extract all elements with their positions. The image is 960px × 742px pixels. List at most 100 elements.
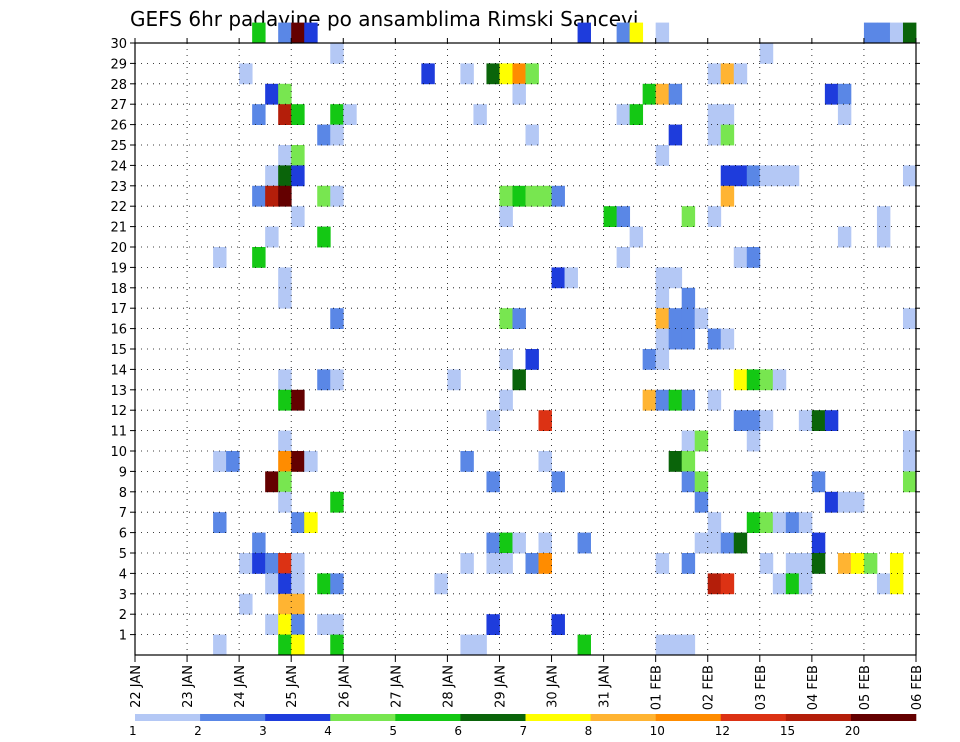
y-tick-label: 9 [119,465,127,480]
heatmap-cell [499,63,513,85]
y-tick-label: 2 [119,608,127,623]
heatmap-cell [252,104,266,125]
y-tick-label: 8 [119,486,127,501]
heatmap-cell [213,247,227,268]
heatmap-cell [278,634,292,656]
heatmap-cell [304,22,318,44]
x-tick-label: 01 FEB [650,665,665,710]
heatmap-cell [824,491,839,513]
heatmap-cell [577,634,591,656]
legend-label: 3 [259,724,267,738]
heatmap-cell [902,471,917,493]
heatmap-cell [655,634,670,656]
heatmap-cell [655,145,670,166]
heatmap-cell [291,553,305,574]
heatmap-cell [759,512,774,533]
heatmap-cell [733,165,748,187]
y-tick-label: 24 [110,159,127,174]
legend-label: 15 [780,724,795,738]
y-axis: 1234567891011121314151617181920212223242… [110,37,920,644]
heatmap-cell [486,410,500,431]
heatmap-cell [330,614,344,635]
heatmap-cell [746,247,761,268]
y-tick-label: 30 [110,37,127,52]
heatmap-cell [616,22,631,44]
heatmap-cell [811,471,826,493]
y-tick-label: 23 [110,180,127,195]
heatmap-cell [525,124,539,146]
heatmap-cell [486,553,500,574]
heatmap-cell [564,267,578,289]
legend-label: 5 [389,724,397,738]
heatmap-cell [837,226,852,248]
heatmap-cell [265,185,279,207]
heatmap-cell [863,553,878,574]
heatmap-cell [278,573,292,595]
x-tick-label: 03 FEB [754,665,769,710]
heatmap-cell [798,512,813,533]
heatmap-cell [460,634,474,656]
heatmap-cell [291,573,305,595]
heatmap-cell [512,369,526,391]
heatmap-cell [837,83,852,105]
heatmap-cell [460,63,474,85]
heatmap-cell [655,308,670,329]
legend-label: 8 [585,724,593,738]
heatmap-cell [330,491,344,513]
heatmap-cell [317,369,331,391]
heatmap-cell [889,22,904,44]
legend-swatch [330,714,396,721]
heatmap-cell [655,267,670,289]
heatmap-cell [655,389,670,411]
heatmap-cell [746,165,761,187]
heatmap-cell [278,593,292,615]
heatmap-cell [720,165,735,187]
heatmap-cell [265,165,279,187]
heatmap-cell [343,104,357,125]
heatmap-cell [668,328,683,350]
heatmap-cell [707,206,722,227]
heatmap-cell [850,553,865,574]
legend-swatch [850,714,917,721]
legend-label: 12 [715,724,730,738]
y-tick-label: 17 [110,302,127,317]
heatmap-cell [317,185,331,207]
heatmap-cell [694,491,709,513]
heatmap-cell [330,43,344,64]
y-tick-label: 27 [110,98,127,113]
y-tick-label: 16 [110,323,127,338]
y-tick-label: 7 [119,506,127,521]
y-tick-label: 19 [110,261,127,276]
heatmap-cell [707,512,722,533]
heatmap-cell [746,512,761,533]
heatmap-cell [798,573,813,595]
heatmap-cell [239,553,253,574]
heatmap-cell [759,43,774,64]
heatmap-cell [512,532,526,554]
heatmap-cell [265,614,279,635]
heatmap-cell [707,573,722,595]
x-tick-label: 22 JAN [129,665,144,708]
heatmap-cell [252,185,266,207]
heatmap-cell [278,451,292,472]
x-tick-label: 04 FEB [806,665,821,710]
heatmap-cell [746,369,761,391]
heatmap-cell [265,553,279,574]
heatmap-cell [694,308,709,329]
heatmap-cell [239,63,253,85]
heatmap-cell [876,22,891,44]
heatmap-cell [837,104,852,125]
heatmap-cell [655,83,670,105]
heatmap-cell [278,145,292,166]
heatmap-cell [668,124,683,146]
heatmap-cell [681,471,696,493]
heatmap-cell [278,22,292,44]
heatmap-cell [720,124,735,146]
heatmap-cell [668,451,683,472]
heatmap-cell [733,532,748,554]
heatmap-cell [811,553,826,574]
heatmap-cell [252,22,266,44]
heatmap-cell [317,226,331,248]
heatmap-cell [902,308,917,329]
y-tick-label: 12 [110,404,127,419]
